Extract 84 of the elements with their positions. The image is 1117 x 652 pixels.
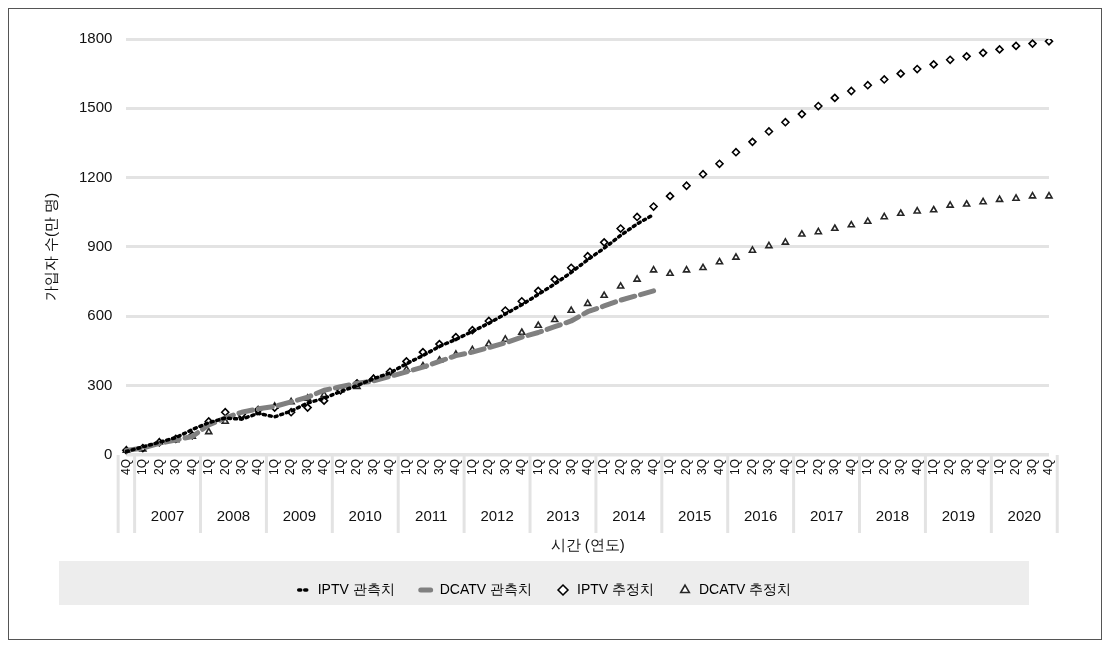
x-tick-label: 3Q (761, 458, 776, 476)
legend-label: IPTV 관측치 (317, 580, 395, 597)
x-tick-label: 4Q (645, 458, 660, 476)
x-tick-label: 1Q (530, 458, 545, 476)
x-tick-label: 3Q (168, 458, 183, 476)
text: 2010 (348, 507, 382, 525)
x-tick-label: 3Q (365, 458, 380, 476)
x-tick-label: 1Q (201, 458, 216, 476)
x-tick-label: 4Q (514, 458, 529, 476)
text: 2007 (150, 507, 185, 525)
x-tick-label: 3Q (893, 458, 908, 476)
x-tick-label: 2Q (876, 458, 891, 476)
text: 2008 (216, 507, 251, 525)
text: 2018 (875, 507, 910, 525)
y-tick-label: 1800 (78, 29, 113, 47)
x-tick-label: 4Q (580, 458, 594, 476)
x-tick-label: 2Q (942, 458, 957, 476)
legend-label: DCATV 추정치 (699, 580, 792, 597)
x-tick-label: 1Q (398, 458, 413, 476)
x-axis-title: 시간 (연도) (550, 536, 625, 554)
text: 2020 (1007, 507, 1041, 525)
x-tick-label: 2Q (217, 458, 232, 476)
x-tick-label: 2Q (810, 458, 825, 476)
legend-label: IPTV 추정치 (577, 580, 655, 597)
y-tick-label: 1200 (78, 167, 113, 185)
text: 2014 (612, 507, 646, 525)
x-tick-label: 2Q (744, 458, 759, 476)
x-tick-label: 3Q (1024, 458, 1039, 476)
x-tick-label: 2Q (481, 458, 496, 476)
x-tick-label: 2Q (678, 458, 693, 476)
x-tick-label: 3Q (497, 458, 512, 476)
x-tick-label: 3Q (958, 458, 973, 476)
x-tick-label: 3Q (695, 458, 710, 476)
x-tick-label: 2Q (349, 458, 364, 476)
x-tick-label: 4Q (448, 458, 463, 476)
x-tick-label: 2Q (612, 458, 627, 476)
x-tick-label: 1Q (925, 458, 940, 476)
legend-label: DCATV 관측치 (439, 580, 533, 597)
x-tick-label: 1Q (860, 458, 875, 476)
x-tick-label: 4Q (975, 458, 990, 476)
text: 2016 (743, 507, 778, 525)
x-tick-label: 3Q (299, 458, 314, 476)
x-tick-label: 4Q (843, 458, 858, 476)
x-tick-label: 4Q (250, 458, 265, 476)
x-tick-label: 4Q (316, 458, 331, 476)
y-tick-label: 600 (87, 306, 113, 324)
x-tick-label: 3Q (431, 458, 446, 476)
x-tick-label: 2Q (415, 458, 430, 476)
x-tick-label: 1Q (135, 458, 150, 476)
x-tick-label: 1Q (596, 458, 611, 476)
x-tick-label: 3Q (629, 458, 644, 476)
y-tick-label: 300 (87, 375, 113, 393)
x-tick-label: 2Q (547, 458, 562, 476)
x-tick-label: 1Q (464, 458, 479, 476)
x-tick-label: 4Q (118, 458, 133, 476)
text: 2011 (415, 507, 448, 525)
x-tick-label: 1Q (332, 458, 347, 476)
text: 2012 (480, 507, 514, 525)
x-tick-label: 1Q (266, 458, 281, 476)
text: 2019 (941, 507, 976, 525)
y-tick-label: 900 (87, 237, 113, 255)
text: 2015 (678, 507, 712, 525)
x-tick-label: 2Q (1008, 458, 1023, 476)
text: 2009 (282, 507, 317, 525)
x-tick-label: 4Q (382, 458, 397, 476)
x-tick-label: 4Q (1041, 458, 1056, 476)
x-tick-label: 3Q (827, 458, 842, 476)
x-tick-label: 1Q (794, 458, 809, 476)
x-tick-label: 4Q (184, 458, 199, 476)
x-tick-label: 1Q (991, 458, 1006, 476)
x-tick-label: 1Q (662, 458, 677, 476)
x-tick-label: 1Q (728, 458, 743, 476)
y-tick-label: 1500 (78, 98, 113, 116)
x-tick-label: 4Q (909, 458, 924, 476)
x-tick-label: 4Q (777, 458, 792, 476)
text: 2013 (546, 507, 580, 525)
x-tick-label: 2Q (151, 458, 166, 476)
x-tick-label: 3Q (234, 458, 249, 476)
x-tick-label: 4Q (711, 458, 726, 476)
text: 2017 (809, 507, 844, 525)
y-axis-title: 가입자 수(만 명) (42, 192, 60, 302)
x-tick-label: 2Q (283, 458, 298, 476)
x-tick-label: 3Q (563, 458, 578, 476)
y-tick-label: 0 (104, 445, 113, 463)
